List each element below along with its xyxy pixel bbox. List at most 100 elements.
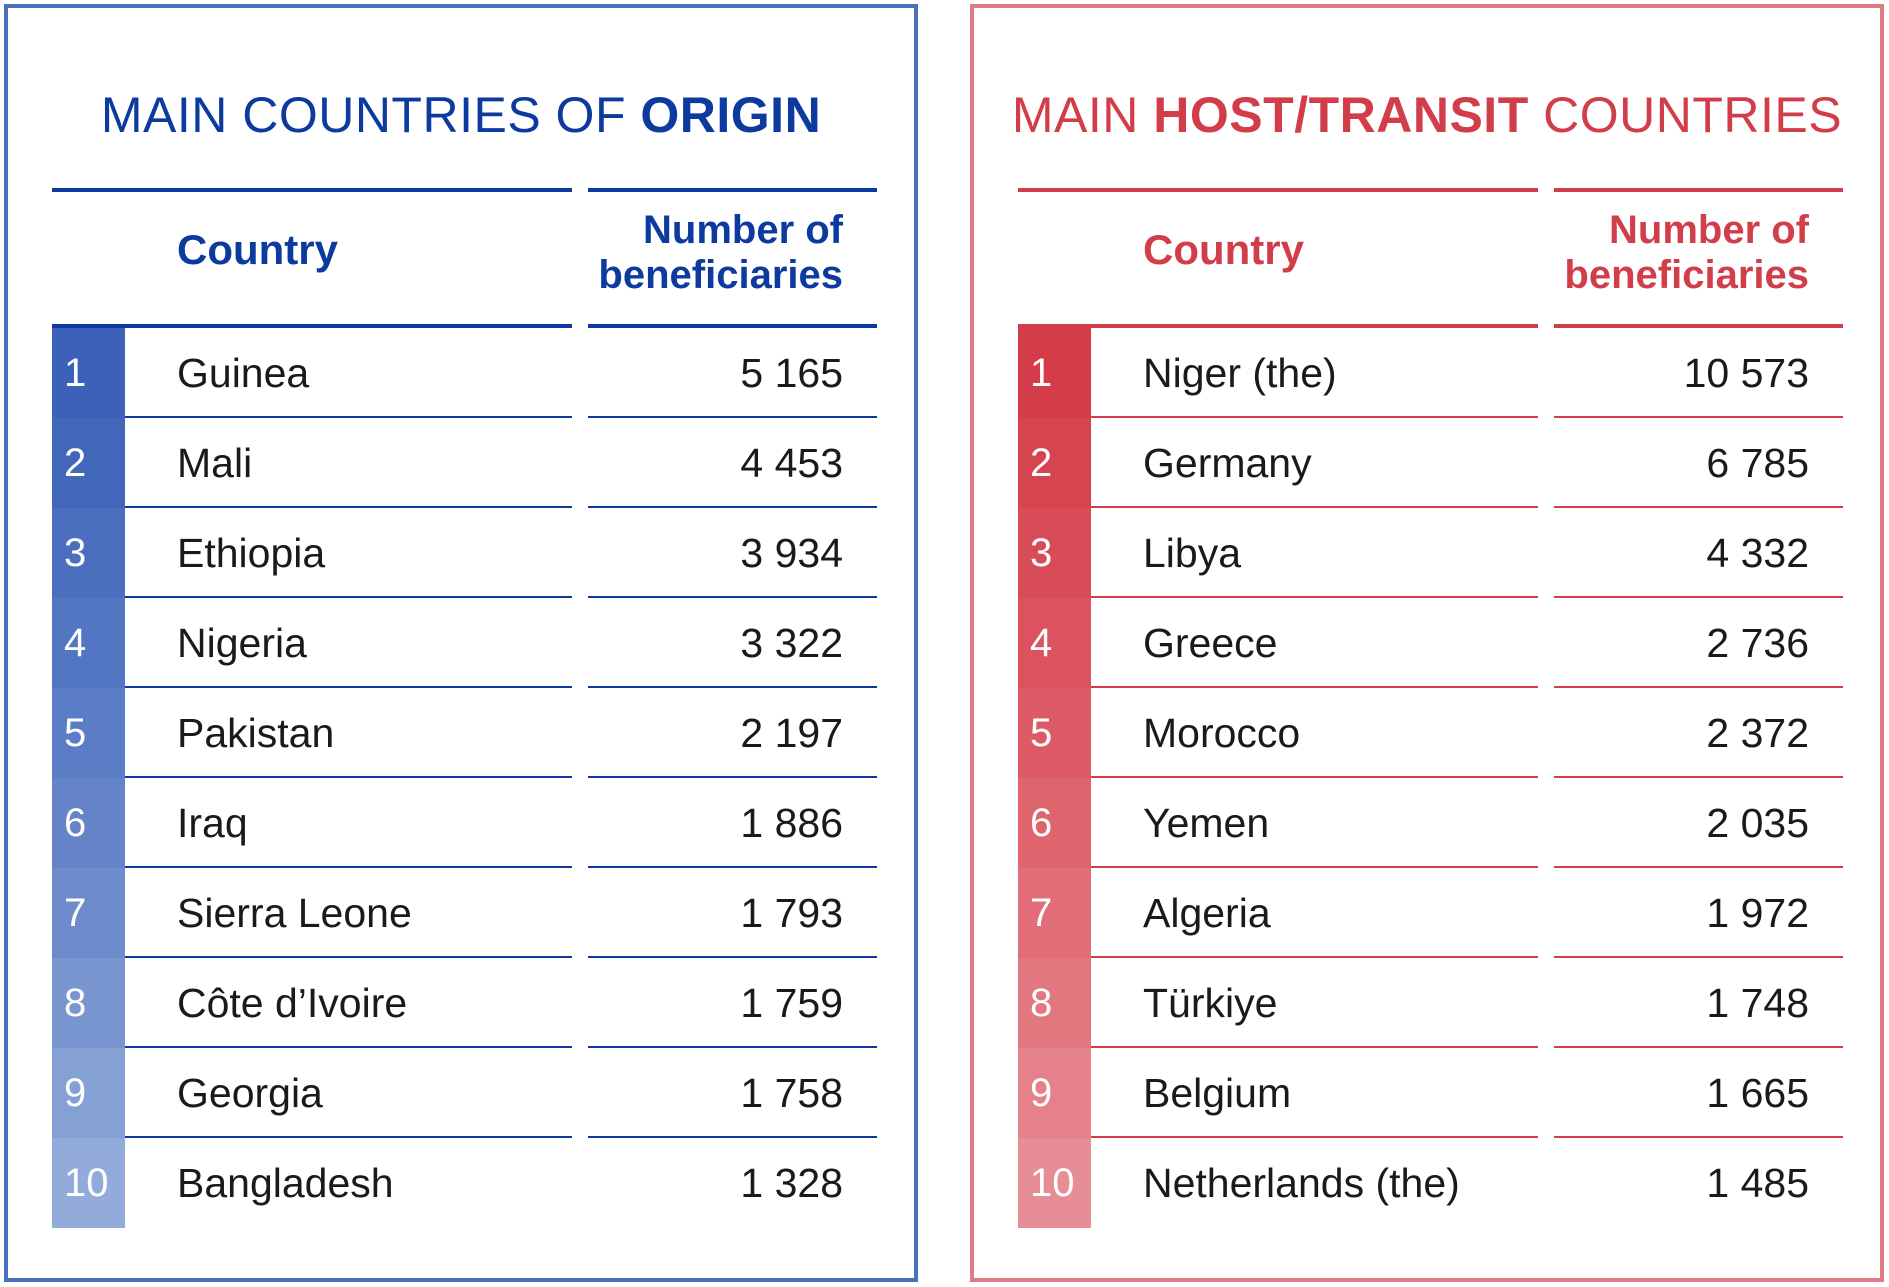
row-rule: [1091, 506, 1538, 508]
rank-cell: 8: [1018, 958, 1091, 1048]
rank-cell: 3: [52, 508, 125, 598]
beneficiaries-cell: 6 785: [1706, 440, 1809, 486]
row-rule: [125, 776, 572, 778]
table-row: 10 Bangladesh 1 328: [52, 1138, 877, 1228]
host-col-number: Number of beneficiaries: [1529, 208, 1809, 298]
rank-cell: 2: [52, 418, 125, 508]
row-rule: [1554, 596, 1843, 598]
table-row: 7 Sierra Leone 1 793: [52, 868, 877, 958]
row-rule: [1554, 506, 1843, 508]
rank-cell: 6: [1018, 778, 1091, 868]
country-cell: Pakistan: [177, 710, 335, 756]
header-rule: [52, 188, 572, 192]
row-rule: [125, 506, 572, 508]
row-rule: [1554, 866, 1843, 868]
beneficiaries-cell: 4 332: [1706, 530, 1809, 576]
row-rule: [1091, 1046, 1538, 1048]
table-row: 4 Nigeria 3 322: [52, 598, 877, 688]
row-rule: [588, 416, 877, 418]
row-rule: [588, 956, 877, 958]
origin-title-prefix: MAIN COUNTRIES OF: [100, 87, 641, 143]
country-cell: Libya: [1143, 530, 1242, 576]
origin-rows: 1 Guinea 5 165 2 Mali 4 453 3 Ethiopia 3 934 4 Nig…: [52, 328, 877, 1228]
beneficiaries-cell: 1 485: [1706, 1160, 1809, 1206]
rank-cell: 10: [1018, 1138, 1091, 1228]
beneficiaries-cell: 3 934: [740, 530, 843, 576]
row-rule: [125, 596, 572, 598]
rank-cell: 6: [52, 778, 125, 868]
rank-cell: 8: [52, 958, 125, 1048]
origin-col-number-line1: Number of: [643, 208, 843, 252]
header-rule: [588, 324, 877, 328]
host-panel: MAIN HOST/TRANSIT COUNTRIES Country Numb…: [970, 4, 1884, 1282]
host-col-country: Country: [1143, 226, 1304, 273]
beneficiaries-cell: 2 035: [1706, 800, 1809, 846]
rank-cell: 5: [52, 688, 125, 778]
rank-cell: 2: [1018, 418, 1091, 508]
beneficiaries-cell: 2 197: [740, 710, 843, 756]
table-row: 3 Libya 4 332: [1018, 508, 1843, 598]
beneficiaries-cell: 1 328: [740, 1160, 843, 1206]
row-rule: [1091, 776, 1538, 778]
table-row: 2 Mali 4 453: [52, 418, 877, 508]
origin-table-header: Country Number of beneficiaries: [52, 188, 877, 328]
row-rule: [588, 1136, 877, 1138]
host-col-number-line2: beneficiaries: [1564, 253, 1809, 298]
table-row: 1 Niger (the) 10 573: [1018, 328, 1843, 418]
row-rule: [1091, 416, 1538, 418]
origin-col-number: Number of beneficiaries: [563, 208, 843, 298]
country-cell: Bangladesh: [177, 1160, 394, 1206]
origin-panel: MAIN COUNTRIES OF ORIGIN Country Number …: [4, 4, 918, 1282]
beneficiaries-cell: 1 793: [740, 890, 843, 936]
beneficiaries-cell: 3 322: [740, 620, 843, 666]
row-rule: [125, 956, 572, 958]
row-rule: [588, 686, 877, 688]
origin-col-number-line2: beneficiaries: [598, 253, 843, 298]
host-title-prefix: MAIN: [1011, 87, 1154, 143]
country-cell: Mali: [177, 440, 253, 486]
table-row: 8 Türkiye 1 748: [1018, 958, 1843, 1048]
rank-cell: 5: [1018, 688, 1091, 778]
header-rule: [52, 324, 572, 328]
rank-cell: 1: [1018, 328, 1091, 418]
row-rule: [1554, 956, 1843, 958]
beneficiaries-cell: 2 736: [1706, 620, 1809, 666]
table-row: 6 Iraq 1 886: [52, 778, 877, 868]
rank-cell: 4: [52, 598, 125, 688]
host-table-header: Country Number of beneficiaries: [1018, 188, 1843, 328]
rank-cell: 10: [52, 1138, 125, 1228]
table-row: 7 Algeria 1 972: [1018, 868, 1843, 958]
origin-title: MAIN COUNTRIES OF ORIGIN: [8, 86, 914, 144]
country-cell: Côte d’Ivoire: [177, 980, 408, 1026]
row-rule: [1554, 686, 1843, 688]
origin-title-bold: ORIGIN: [640, 87, 822, 143]
row-rule: [125, 1046, 572, 1048]
table-row: 1 Guinea 5 165: [52, 328, 877, 418]
rank-cell: 4: [1018, 598, 1091, 688]
host-rows: 1 Niger (the) 10 573 2 Germany 6 785 3 Libya 4 3…: [1018, 328, 1843, 1228]
beneficiaries-cell: 4 453: [740, 440, 843, 486]
beneficiaries-cell: 1 972: [1706, 890, 1809, 936]
table-row: 9 Georgia 1 758: [52, 1048, 877, 1138]
beneficiaries-cell: 1 748: [1706, 980, 1809, 1026]
host-title-bold: HOST/TRANSIT: [1153, 87, 1529, 143]
row-rule: [588, 866, 877, 868]
host-table: Country Number of beneficiaries 1 Niger (…: [1018, 188, 1843, 1228]
rank-cell: 7: [52, 868, 125, 958]
country-cell: Türkiye: [1143, 980, 1278, 1026]
row-rule: [125, 1136, 572, 1138]
row-rule: [1091, 1136, 1538, 1138]
row-rule: [1091, 866, 1538, 868]
beneficiaries-cell: 5 165: [740, 350, 843, 396]
header-rule: [1554, 188, 1843, 192]
rank-cell: 1: [52, 328, 125, 418]
host-title: MAIN HOST/TRANSIT COUNTRIES: [974, 86, 1880, 144]
beneficiaries-cell: 10 573: [1683, 350, 1809, 396]
country-cell: Netherlands (the): [1143, 1160, 1460, 1206]
rank-cell: 3: [1018, 508, 1091, 598]
table-row: 3 Ethiopia 3 934: [52, 508, 877, 598]
table-row: 8 Côte d’Ivoire 1 759: [52, 958, 877, 1048]
row-rule: [125, 866, 572, 868]
country-cell: Greece: [1143, 620, 1278, 666]
table-row: 2 Germany 6 785: [1018, 418, 1843, 508]
